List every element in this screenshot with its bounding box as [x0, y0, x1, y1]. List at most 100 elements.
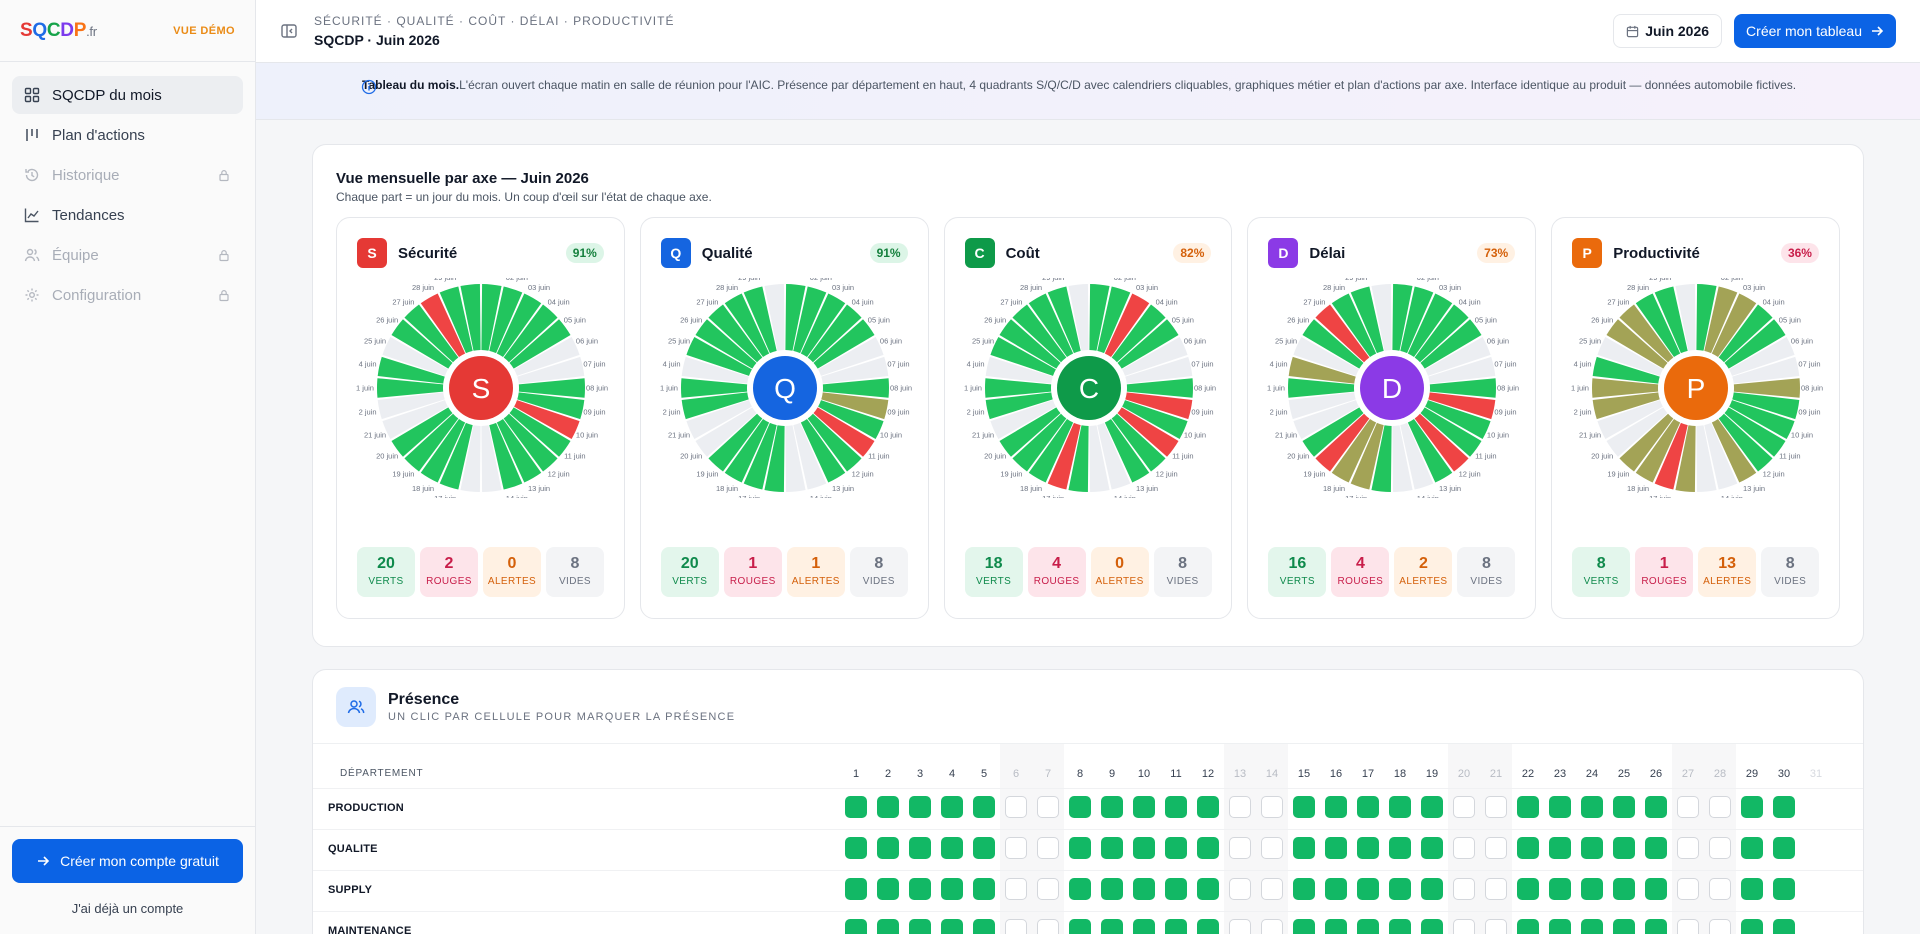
- presence-cell[interactable]: [845, 796, 867, 818]
- day-slice[interactable]: [496, 293, 542, 358]
- axis-card-s[interactable]: S Sécurité 91% 0 1 juin 02 juin03 juin 04 juin…: [336, 217, 625, 619]
- day-slice[interactable]: [1732, 356, 1800, 384]
- presence-cell[interactable]: [1581, 878, 1603, 900]
- day-slice[interactable]: [1288, 378, 1355, 398]
- day-slice[interactable]: [724, 293, 769, 358]
- presence-cell[interactable]: [1677, 837, 1699, 859]
- presence-cell[interactable]: [1709, 919, 1731, 934]
- day-slice[interactable]: [1289, 356, 1357, 384]
- presence-cell[interactable]: [1549, 919, 1571, 934]
- presence-cell[interactable]: [1197, 837, 1219, 859]
- presence-cell[interactable]: [1645, 878, 1667, 900]
- presence-cell[interactable]: [1389, 919, 1411, 934]
- presence-cell[interactable]: [1613, 837, 1635, 859]
- day-slice[interactable]: [785, 425, 806, 492]
- presence-cell[interactable]: [1613, 796, 1635, 818]
- presence-cell[interactable]: [973, 919, 995, 934]
- day-slice[interactable]: [817, 400, 884, 440]
- presence-cell[interactable]: [1549, 837, 1571, 859]
- presence-cell[interactable]: [1101, 837, 1123, 859]
- presence-cell[interactable]: [1293, 796, 1315, 818]
- presence-cell[interactable]: [1165, 796, 1187, 818]
- day-slice[interactable]: [1302, 319, 1364, 369]
- day-slice[interactable]: [1619, 413, 1674, 472]
- day-slice[interactable]: [1724, 407, 1786, 457]
- day-slice[interactable]: [1293, 400, 1360, 440]
- day-slice[interactable]: [517, 356, 585, 384]
- presence-cell[interactable]: [1101, 919, 1123, 934]
- presence-cell[interactable]: [1453, 878, 1475, 900]
- presence-cell[interactable]: [1741, 796, 1763, 818]
- presence-cell[interactable]: [1581, 919, 1603, 934]
- day-slice[interactable]: [1117, 407, 1179, 457]
- day-slice[interactable]: [1718, 413, 1773, 472]
- day-slice[interactable]: [695, 407, 757, 457]
- day-slice[interactable]: [1428, 392, 1496, 420]
- day-slice[interactable]: [489, 422, 523, 490]
- day-slice[interactable]: [813, 319, 875, 369]
- day-slice[interactable]: [1068, 425, 1089, 492]
- day-slice[interactable]: [1597, 400, 1664, 440]
- presence-cell[interactable]: [1581, 837, 1603, 859]
- day-slice[interactable]: [1293, 336, 1360, 376]
- day-slice[interactable]: [985, 392, 1053, 420]
- day-slice[interactable]: [518, 378, 585, 398]
- sidebar-toggle-icon[interactable]: [280, 22, 298, 40]
- day-slice[interactable]: [822, 378, 889, 398]
- logo[interactable]: SQCDP.fr: [20, 20, 97, 42]
- day-slice[interactable]: [1430, 378, 1497, 398]
- presence-cell[interactable]: [1325, 796, 1347, 818]
- presence-cell[interactable]: [1101, 796, 1123, 818]
- day-slice[interactable]: [1111, 413, 1166, 472]
- day-slice[interactable]: [1124, 356, 1192, 384]
- presence-cell[interactable]: [877, 796, 899, 818]
- presence-cell[interactable]: [1229, 919, 1251, 934]
- day-slice[interactable]: [1635, 418, 1681, 483]
- day-slice[interactable]: [1351, 422, 1385, 490]
- presence-cell[interactable]: [1261, 878, 1283, 900]
- day-slice[interactable]: [1047, 286, 1081, 354]
- day-slice[interactable]: [686, 400, 752, 440]
- presence-cell[interactable]: [1069, 796, 1091, 818]
- day-slice[interactable]: [503, 304, 558, 363]
- presence-cell[interactable]: [1645, 796, 1667, 818]
- day-slice[interactable]: [509, 319, 571, 369]
- day-slice[interactable]: [1012, 304, 1066, 363]
- day-slice[interactable]: [391, 319, 453, 369]
- presence-cell[interactable]: [1325, 919, 1347, 934]
- sidebar-item-5[interactable]: Équipe: [12, 236, 243, 274]
- day-slice[interactable]: [999, 319, 1061, 369]
- presence-cell[interactable]: [1069, 919, 1091, 934]
- day-slice[interactable]: [509, 407, 571, 457]
- day-slice[interactable]: [420, 418, 466, 483]
- presence-cell[interactable]: [1133, 837, 1155, 859]
- day-slice[interactable]: [1704, 286, 1738, 354]
- day-slice[interactable]: [1712, 293, 1757, 358]
- day-slice[interactable]: [1606, 319, 1668, 369]
- day-slice[interactable]: [377, 356, 445, 384]
- day-slice[interactable]: [1315, 413, 1370, 472]
- day-slice[interactable]: [439, 286, 473, 354]
- day-slice[interactable]: [990, 400, 1056, 440]
- day-slice[interactable]: [793, 422, 827, 490]
- presence-cell[interactable]: [1357, 878, 1379, 900]
- presence-cell[interactable]: [1485, 796, 1507, 818]
- presence-cell[interactable]: [1229, 837, 1251, 859]
- day-slice[interactable]: [1315, 304, 1370, 363]
- month-picker-button[interactable]: Juin 2026: [1613, 14, 1723, 48]
- day-slice[interactable]: [1068, 284, 1089, 351]
- day-slice[interactable]: [1704, 422, 1738, 490]
- day-slice[interactable]: [481, 284, 502, 351]
- presence-cell[interactable]: [1645, 919, 1667, 934]
- presence-cell[interactable]: [1261, 796, 1283, 818]
- presence-cell[interactable]: [1133, 919, 1155, 934]
- day-slice[interactable]: [1371, 425, 1392, 492]
- day-slice[interactable]: [1606, 407, 1668, 457]
- presence-cell[interactable]: [909, 878, 931, 900]
- day-slice[interactable]: [1012, 413, 1066, 472]
- day-slice[interactable]: [695, 319, 757, 369]
- day-slice[interactable]: [382, 336, 448, 376]
- presence-cell[interactable]: [1741, 878, 1763, 900]
